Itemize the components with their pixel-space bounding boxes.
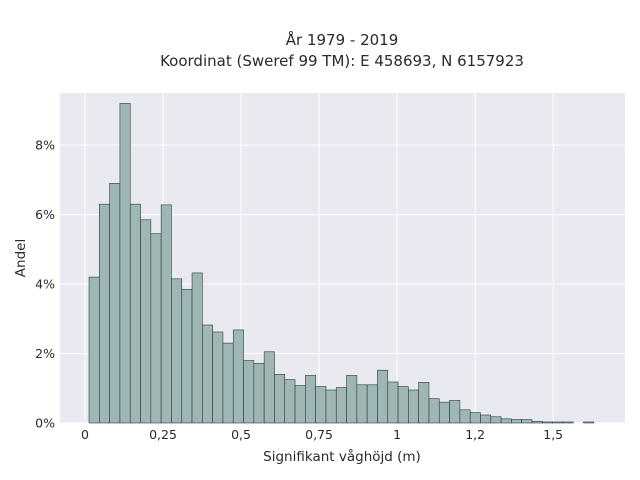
y-tick-label: 8% <box>35 138 55 153</box>
histogram-bar <box>377 369 389 424</box>
histogram-bar <box>109 183 121 424</box>
x-tick-label: 1,5 <box>543 427 563 442</box>
histogram-bar <box>346 375 358 424</box>
histogram-bar <box>511 419 522 424</box>
chart-title: År 1979 - 2019 <box>286 30 399 49</box>
y-axis-ticks: 0% 2% 4% 6% 8% <box>35 138 55 431</box>
histogram-bar <box>531 420 543 424</box>
histogram-bar <box>366 384 378 424</box>
histogram-bar <box>552 421 564 424</box>
histogram-bar <box>129 203 141 424</box>
x-tick-label: 0,5 <box>231 427 251 442</box>
y-tick-label: 4% <box>35 277 55 292</box>
x-tick-label: 0,25 <box>149 427 177 442</box>
histogram-bar <box>263 351 275 424</box>
histogram-bar <box>449 400 461 424</box>
histogram-bar <box>335 387 347 424</box>
x-tick-label: 0,75 <box>305 427 333 442</box>
x-tick-label: 1 <box>393 427 401 442</box>
x-tick-label: 1,2 <box>465 427 485 442</box>
histogram-bar <box>583 421 595 424</box>
histogram-bar <box>294 385 306 424</box>
histogram-bar <box>232 329 244 424</box>
histogram-bar <box>274 374 286 424</box>
y-tick-label: 0% <box>35 416 55 431</box>
histogram-bar <box>160 204 172 424</box>
histogram-bar <box>418 382 430 424</box>
y-tick-label: 2% <box>35 346 55 361</box>
histogram-bar <box>438 401 450 424</box>
x-axis-ticks: 0 0,25 0,5 0,75 1 1,2 1,5 <box>81 427 563 442</box>
histogram-bar <box>305 375 316 424</box>
histogram-bars <box>88 103 595 424</box>
histogram-bar <box>181 288 193 424</box>
histogram-bar <box>171 278 183 424</box>
histogram-bar <box>541 421 553 424</box>
histogram-bar <box>562 421 574 424</box>
histogram-bar <box>222 342 234 424</box>
histogram-bar <box>408 389 419 424</box>
y-axis-label: Andel <box>13 239 29 277</box>
histogram-bar <box>387 381 399 424</box>
histogram-bar <box>191 272 203 424</box>
histogram-bar <box>140 219 152 424</box>
histogram-bar <box>284 379 296 424</box>
histogram-bar <box>356 384 368 424</box>
histogram-bar <box>521 419 533 424</box>
histogram-bar <box>480 414 492 424</box>
x-tick-label: 0 <box>81 427 89 442</box>
histogram-bar <box>325 389 337 424</box>
histogram-bar <box>469 412 481 424</box>
chart-subtitle: Koordinat (Sweref 99 TM): E 458693, N 61… <box>160 52 524 70</box>
histogram-bar <box>428 398 440 424</box>
histogram-bar <box>459 409 471 424</box>
histogram-bar <box>243 360 255 424</box>
y-tick-label: 6% <box>35 207 55 222</box>
histogram-bar <box>212 331 224 424</box>
histogram-bar <box>315 386 327 424</box>
histogram-bar <box>202 324 213 424</box>
histogram-bar <box>397 386 409 424</box>
histogram-bar <box>490 416 502 424</box>
x-axis-label: Signifikant våghöjd (m) <box>263 448 421 465</box>
histogram-bar <box>253 362 265 424</box>
histogram-bar <box>88 276 100 424</box>
histogram-bar <box>99 203 110 424</box>
histogram-bar <box>150 233 162 424</box>
histogram-bar <box>500 418 512 424</box>
histogram-bar <box>119 103 131 424</box>
